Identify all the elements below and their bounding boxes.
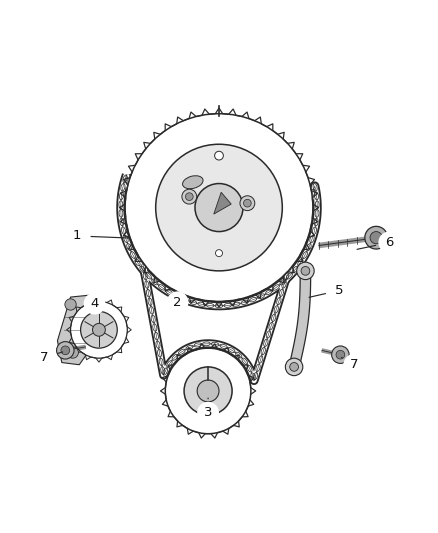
Circle shape — [125, 114, 313, 302]
Text: 2: 2 — [173, 296, 182, 309]
Circle shape — [182, 189, 197, 204]
Text: 7: 7 — [350, 358, 359, 372]
Text: 6: 6 — [385, 236, 393, 249]
Circle shape — [81, 311, 117, 348]
Circle shape — [166, 292, 188, 313]
Circle shape — [244, 199, 251, 207]
Circle shape — [61, 346, 70, 354]
Circle shape — [155, 144, 283, 271]
Circle shape — [71, 302, 127, 358]
Circle shape — [286, 358, 303, 376]
Circle shape — [84, 293, 106, 314]
Circle shape — [290, 362, 298, 372]
Circle shape — [343, 354, 365, 376]
Polygon shape — [57, 295, 97, 365]
Circle shape — [195, 183, 243, 231]
Circle shape — [33, 346, 55, 368]
Circle shape — [370, 231, 382, 244]
Ellipse shape — [183, 176, 203, 189]
Text: 4: 4 — [90, 297, 99, 310]
Polygon shape — [289, 271, 311, 367]
Circle shape — [66, 225, 88, 247]
Circle shape — [336, 350, 345, 359]
Circle shape — [184, 367, 232, 415]
Circle shape — [92, 324, 106, 336]
Text: 1: 1 — [73, 229, 81, 243]
Circle shape — [165, 348, 251, 434]
Circle shape — [297, 262, 314, 280]
Circle shape — [57, 342, 74, 359]
Circle shape — [65, 299, 76, 310]
Circle shape — [215, 151, 223, 160]
Circle shape — [197, 380, 219, 402]
Circle shape — [332, 346, 349, 364]
Text: 3: 3 — [204, 406, 212, 419]
Circle shape — [365, 227, 388, 249]
Polygon shape — [214, 192, 231, 214]
Circle shape — [197, 402, 219, 424]
Text: 7: 7 — [40, 351, 49, 364]
Circle shape — [215, 249, 223, 256]
Circle shape — [301, 266, 310, 275]
Circle shape — [240, 196, 255, 211]
Circle shape — [378, 231, 400, 253]
Circle shape — [328, 280, 350, 302]
Circle shape — [185, 193, 193, 200]
Text: 5: 5 — [335, 284, 343, 297]
Circle shape — [67, 347, 78, 358]
